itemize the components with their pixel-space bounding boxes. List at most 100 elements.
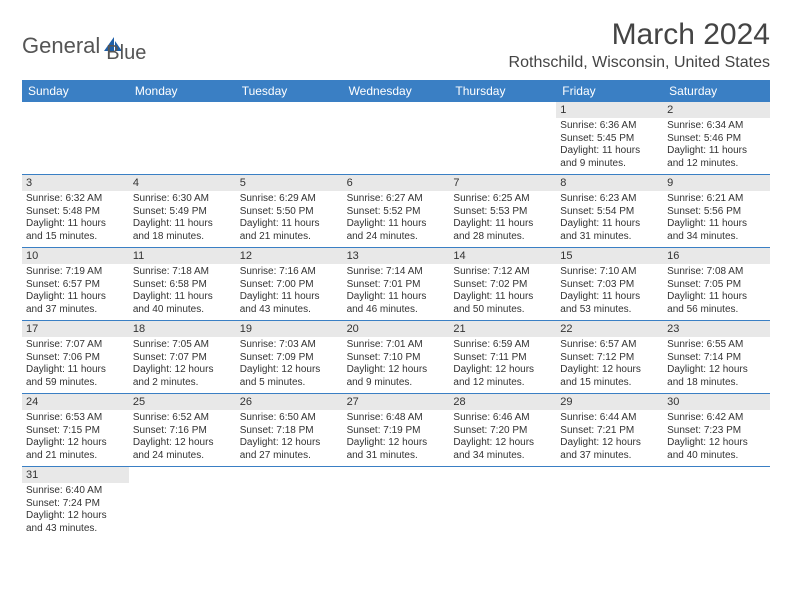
day-body: Sunrise: 6:29 AMSunset: 5:50 PMDaylight:… [236,191,343,247]
day-cell: 5Sunrise: 6:29 AMSunset: 5:50 PMDaylight… [236,175,343,247]
day-number: 28 [449,394,556,410]
sunrise-text: Sunrise: 6:50 AM [240,412,339,425]
day-number: 27 [343,394,450,410]
day-body: Sunrise: 7:08 AMSunset: 7:05 PMDaylight:… [663,264,770,320]
sunset-text: Sunset: 5:49 PM [133,206,232,219]
day-body: Sunrise: 6:23 AMSunset: 5:54 PMDaylight:… [556,191,663,247]
sunset-text: Sunset: 7:02 PM [453,279,552,292]
day-number: 26 [236,394,343,410]
day-cell [236,102,343,174]
day-number: 29 [556,394,663,410]
sunset-text: Sunset: 5:52 PM [347,206,446,219]
day-cell: 3Sunrise: 6:32 AMSunset: 5:48 PMDaylight… [22,175,129,247]
week-row: 10Sunrise: 7:19 AMSunset: 6:57 PMDayligh… [22,248,770,321]
sunset-text: Sunset: 7:21 PM [560,425,659,438]
day-number: 14 [449,248,556,264]
sunset-text: Sunset: 7:12 PM [560,352,659,365]
sunrise-text: Sunrise: 7:05 AM [133,339,232,352]
daylight-text: Daylight: 11 hours and 31 minutes. [560,218,659,243]
sunrise-text: Sunrise: 6:40 AM [26,485,125,498]
day-body: Sunrise: 7:19 AMSunset: 6:57 PMDaylight:… [22,264,129,320]
sunrise-text: Sunrise: 6:36 AM [560,120,659,133]
sunset-text: Sunset: 7:11 PM [453,352,552,365]
sunset-text: Sunset: 7:00 PM [240,279,339,292]
daylight-text: Daylight: 12 hours and 37 minutes. [560,437,659,462]
sunrise-text: Sunrise: 7:01 AM [347,339,446,352]
day-number: 4 [129,175,236,191]
day-number: 5 [236,175,343,191]
daylight-text: Daylight: 11 hours and 24 minutes. [347,218,446,243]
day-body: Sunrise: 6:30 AMSunset: 5:49 PMDaylight:… [129,191,236,247]
day-cell: 16Sunrise: 7:08 AMSunset: 7:05 PMDayligh… [663,248,770,320]
daylight-text: Daylight: 11 hours and 46 minutes. [347,291,446,316]
day-cell: 24Sunrise: 6:53 AMSunset: 7:15 PMDayligh… [22,394,129,466]
day-cell: 13Sunrise: 7:14 AMSunset: 7:01 PMDayligh… [343,248,450,320]
sunset-text: Sunset: 7:15 PM [26,425,125,438]
day-body: Sunrise: 6:27 AMSunset: 5:52 PMDaylight:… [343,191,450,247]
daylight-text: Daylight: 12 hours and 9 minutes. [347,364,446,389]
day-cell [129,102,236,174]
daylight-text: Daylight: 11 hours and 18 minutes. [133,218,232,243]
sunrise-text: Sunrise: 7:16 AM [240,266,339,279]
sunrise-text: Sunrise: 7:19 AM [26,266,125,279]
day-cell: 28Sunrise: 6:46 AMSunset: 7:20 PMDayligh… [449,394,556,466]
day-body: Sunrise: 6:52 AMSunset: 7:16 PMDaylight:… [129,410,236,466]
day-number: 17 [22,321,129,337]
sunrise-text: Sunrise: 6:57 AM [560,339,659,352]
day-cell: 2Sunrise: 6:34 AMSunset: 5:46 PMDaylight… [663,102,770,174]
daylight-text: Daylight: 11 hours and 50 minutes. [453,291,552,316]
day-body: Sunrise: 6:21 AMSunset: 5:56 PMDaylight:… [663,191,770,247]
day-cell: 12Sunrise: 7:16 AMSunset: 7:00 PMDayligh… [236,248,343,320]
week-row: 24Sunrise: 6:53 AMSunset: 7:15 PMDayligh… [22,394,770,467]
day-number: 25 [129,394,236,410]
sunset-text: Sunset: 6:58 PM [133,279,232,292]
sunset-text: Sunset: 7:10 PM [347,352,446,365]
sunset-text: Sunset: 5:48 PM [26,206,125,219]
daylight-text: Daylight: 12 hours and 2 minutes. [133,364,232,389]
day-cell: 30Sunrise: 6:42 AMSunset: 7:23 PMDayligh… [663,394,770,466]
day-cell: 15Sunrise: 7:10 AMSunset: 7:03 PMDayligh… [556,248,663,320]
day-body: Sunrise: 7:01 AMSunset: 7:10 PMDaylight:… [343,337,450,393]
day-cell: 29 Sunrise: 6:44 AMSunset: 7:21 PMDayligh… [556,394,663,466]
sunset-text: Sunset: 7:20 PM [453,425,552,438]
weekday-label: Thursday [449,80,556,102]
calendar: SundayMondayTuesdayWednesdayThursdayFrid… [22,80,770,539]
day-cell: 7Sunrise: 6:25 AMSunset: 5:53 PMDaylight… [449,175,556,247]
sunrise-text: Sunrise: 6:44 AM [560,412,659,425]
day-cell: 31Sunrise: 6:40 AMSunset: 7:24 PMDayligh… [22,467,129,539]
day-number: 12 [236,248,343,264]
day-cell [22,102,129,174]
sunset-text: Sunset: 5:45 PM [560,133,659,146]
weekday-label: Saturday [663,80,770,102]
day-cell: 25Sunrise: 6:52 AMSunset: 7:16 PMDayligh… [129,394,236,466]
day-body: Sunrise: 7:16 AMSunset: 7:00 PMDaylight:… [236,264,343,320]
day-number: 15 [556,248,663,264]
day-cell: 27Sunrise: 6:48 AMSunset: 7:19 PMDayligh… [343,394,450,466]
day-number: 31 [22,467,129,483]
day-body: Sunrise: 6:50 AMSunset: 7:18 PMDaylight:… [236,410,343,466]
daylight-text: Daylight: 11 hours and 34 minutes. [667,218,766,243]
sunset-text: Sunset: 7:16 PM [133,425,232,438]
day-body: Sunrise: 7:03 AMSunset: 7:09 PMDaylight:… [236,337,343,393]
location-subtitle: Rothschild, Wisconsin, United States [509,54,770,72]
day-cell: 21Sunrise: 6:59 AMSunset: 7:11 PMDayligh… [449,321,556,393]
day-cell [236,467,343,539]
daylight-text: Daylight: 12 hours and 34 minutes. [453,437,552,462]
daylight-text: Daylight: 12 hours and 40 minutes. [667,437,766,462]
day-cell: 9Sunrise: 6:21 AMSunset: 5:56 PMDaylight… [663,175,770,247]
sunrise-text: Sunrise: 6:32 AM [26,193,125,206]
day-body: Sunrise: 6:53 AMSunset: 7:15 PMDaylight:… [22,410,129,466]
sunset-text: Sunset: 7:06 PM [26,352,125,365]
day-cell [449,102,556,174]
day-cell: 26Sunrise: 6:50 AMSunset: 7:18 PMDayligh… [236,394,343,466]
day-body: Sunrise: 7:07 AMSunset: 7:06 PMDaylight:… [22,337,129,393]
day-body: Sunrise: 6:46 AMSunset: 7:20 PMDaylight:… [449,410,556,466]
weekday-label: Tuesday [236,80,343,102]
day-cell: 22Sunrise: 6:57 AMSunset: 7:12 PMDayligh… [556,321,663,393]
daylight-text: Daylight: 12 hours and 31 minutes. [347,437,446,462]
day-cell: 11Sunrise: 7:18 AMSunset: 6:58 PMDayligh… [129,248,236,320]
sunset-text: Sunset: 5:56 PM [667,206,766,219]
sunset-text: Sunset: 5:53 PM [453,206,552,219]
weekday-label: Wednesday [343,80,450,102]
day-cell: 20Sunrise: 7:01 AMSunset: 7:10 PMDayligh… [343,321,450,393]
